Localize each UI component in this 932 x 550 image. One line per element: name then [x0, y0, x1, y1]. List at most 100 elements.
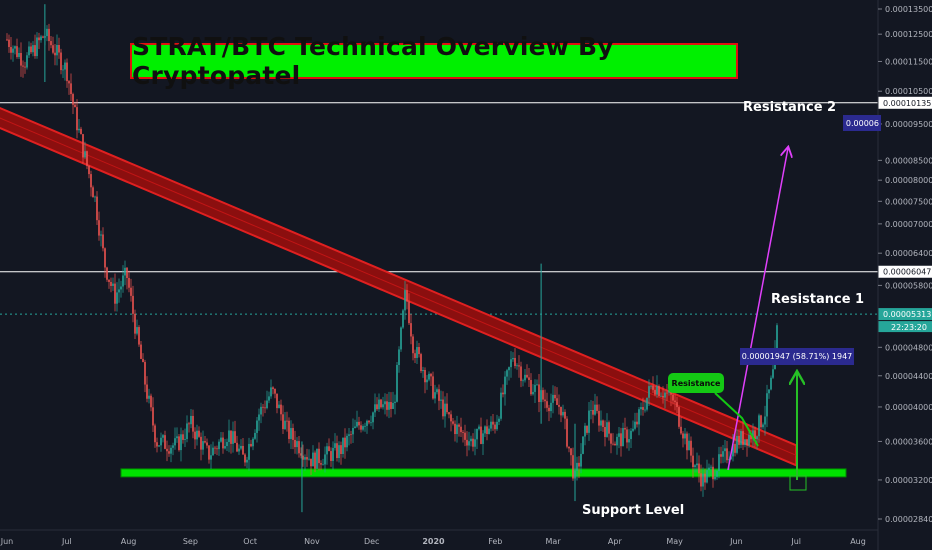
candle-body [742, 431, 744, 446]
candle [34, 34, 36, 59]
candle [442, 391, 444, 420]
candles [6, 4, 778, 513]
candle-body [180, 434, 182, 451]
candle-body [606, 422, 608, 437]
candle-body [560, 406, 562, 416]
candle-body [694, 465, 696, 468]
candle-body [444, 403, 446, 417]
candle-body [438, 389, 440, 401]
candle [208, 444, 210, 464]
candle [650, 385, 652, 390]
candle-body [398, 349, 400, 366]
candle [104, 247, 106, 278]
candle [290, 420, 292, 450]
candle [174, 427, 176, 450]
candle-body [66, 62, 68, 82]
y-axis: 0.00013500 0.00012500 0.00011500 0.00010500… [877, 0, 932, 550]
candle-body [288, 420, 290, 439]
candle-body [244, 454, 246, 463]
candle [18, 47, 20, 59]
candle [110, 277, 112, 293]
candle [566, 416, 568, 449]
candle-body [216, 448, 218, 450]
support-band [120, 468, 847, 478]
candle-body [470, 438, 472, 442]
candle [286, 411, 288, 432]
candle [36, 32, 38, 59]
candle-body [608, 422, 610, 434]
x-tick-label: Jul [61, 537, 72, 546]
candle-body [174, 438, 176, 446]
candle [740, 428, 742, 449]
candle-body [302, 455, 304, 460]
candle-body [514, 357, 516, 366]
candle [342, 437, 344, 458]
candle-body [22, 65, 24, 67]
candle-body [278, 404, 280, 409]
candle-body [516, 365, 518, 367]
y-tick-label: 0.00013500 [885, 5, 932, 14]
candle-body [740, 431, 742, 445]
candle-body [536, 384, 538, 386]
candle-body [226, 442, 228, 447]
candle [64, 59, 66, 81]
candle-body [70, 83, 72, 95]
candle-body [12, 48, 14, 53]
candle-body [370, 422, 372, 424]
candle-body [520, 366, 522, 381]
candle [522, 378, 524, 387]
candle [508, 366, 510, 381]
candle-body [328, 446, 330, 452]
candle [518, 355, 520, 378]
candle-body [490, 421, 492, 429]
candle [152, 397, 154, 433]
candle-body [262, 406, 264, 408]
candle [706, 459, 708, 484]
candle-body [406, 290, 408, 302]
candle [696, 452, 698, 473]
candle [700, 464, 702, 492]
candle [218, 439, 220, 456]
y-tick-label: 0.00004400 [885, 372, 932, 381]
candle [302, 444, 304, 467]
candle-body [680, 426, 682, 434]
candle [476, 428, 478, 450]
candle [530, 373, 532, 396]
candle [734, 434, 736, 457]
candle [336, 435, 338, 462]
candle-body [704, 473, 706, 483]
candle-body [184, 439, 186, 440]
candle [140, 340, 142, 360]
x-tick-label: Sep [183, 537, 198, 546]
candle [500, 387, 502, 421]
candle-body [486, 426, 488, 435]
candle [136, 319, 138, 336]
candle [606, 413, 608, 438]
candle-body [448, 412, 450, 415]
candle [496, 414, 498, 431]
candle-body [16, 46, 18, 57]
candle [92, 185, 94, 198]
candle-body [318, 448, 320, 464]
candle [584, 422, 586, 446]
candle-body [364, 425, 366, 427]
candle-body [430, 373, 432, 377]
y-tick-label: 0.00002840 [885, 515, 932, 524]
candle-body [640, 407, 642, 410]
candle-body [592, 409, 594, 415]
candle [186, 415, 188, 443]
candle-body [628, 439, 630, 443]
candle-body [182, 434, 184, 440]
candle [448, 411, 450, 419]
candle-body [508, 367, 510, 371]
candle [26, 52, 28, 70]
candle [460, 417, 462, 437]
candle [298, 436, 300, 458]
candle [284, 412, 286, 431]
candle-body [772, 369, 774, 378]
candle-body [118, 289, 120, 293]
candle [74, 101, 76, 108]
candle [426, 374, 428, 390]
candle-body [652, 385, 654, 390]
